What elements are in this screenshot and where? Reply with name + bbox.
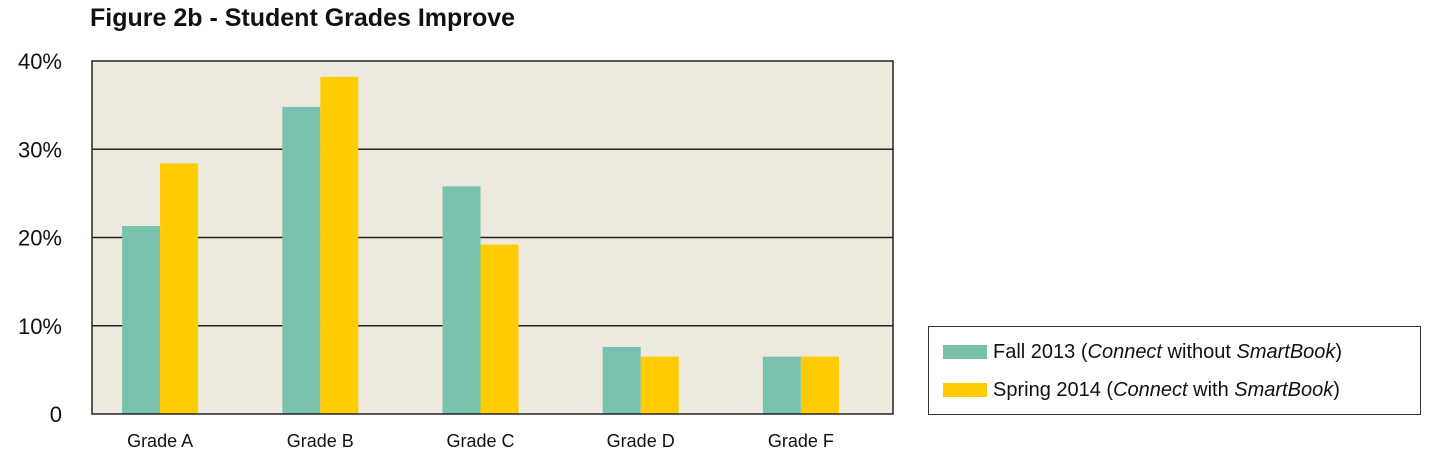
- legend-item-fall-2013: Fall 2013 (Connect without SmartBook): [943, 340, 1342, 364]
- x-tick-label: Grade A: [127, 431, 193, 451]
- x-tick-label: Grade D: [607, 431, 675, 451]
- bar-grade-a-series-2: [160, 163, 199, 414]
- bar-grade-c-series-1: [442, 186, 481, 414]
- bar-grade-f-series-1: [762, 356, 801, 414]
- y-tick-label: 40%: [18, 49, 62, 74]
- legend-swatch-fall-2013: [943, 345, 987, 359]
- plot-border: [91, 60, 894, 415]
- bar-grade-d-series-1: [602, 346, 641, 414]
- y-tick-label: 20%: [18, 226, 62, 251]
- bar-grade-b-series-1: [282, 106, 321, 414]
- legend-swatch-spring-2014: [943, 383, 987, 397]
- legend-label-spring-2014: Spring 2014 (Connect with SmartBook): [993, 378, 1340, 401]
- x-tick-label: Grade F: [768, 431, 834, 451]
- chart-legend: Fall 2013 (Connect without SmartBook) Sp…: [928, 326, 1421, 415]
- bar-grade-b-series-2: [320, 76, 359, 414]
- y-tick-label: 10%: [18, 314, 62, 339]
- bar-grade-a-series-1: [122, 226, 161, 414]
- bar-grade-d-series-2: [640, 356, 679, 414]
- x-tick-label: Grade B: [287, 431, 354, 451]
- x-tick-label: Grade C: [446, 431, 514, 451]
- bar-grade-f-series-2: [800, 356, 839, 414]
- legend-label-fall-2013: Fall 2013 (Connect without SmartBook): [993, 340, 1343, 363]
- legend-item-spring-2014: Spring 2014 (Connect with SmartBook): [943, 378, 1340, 402]
- bar-grade-c-series-2: [480, 244, 519, 414]
- y-tick-label: 30%: [18, 137, 62, 162]
- chart-title: Figure 2b - Student Grades Improve: [90, 4, 516, 32]
- y-tick-label: 0: [50, 402, 62, 427]
